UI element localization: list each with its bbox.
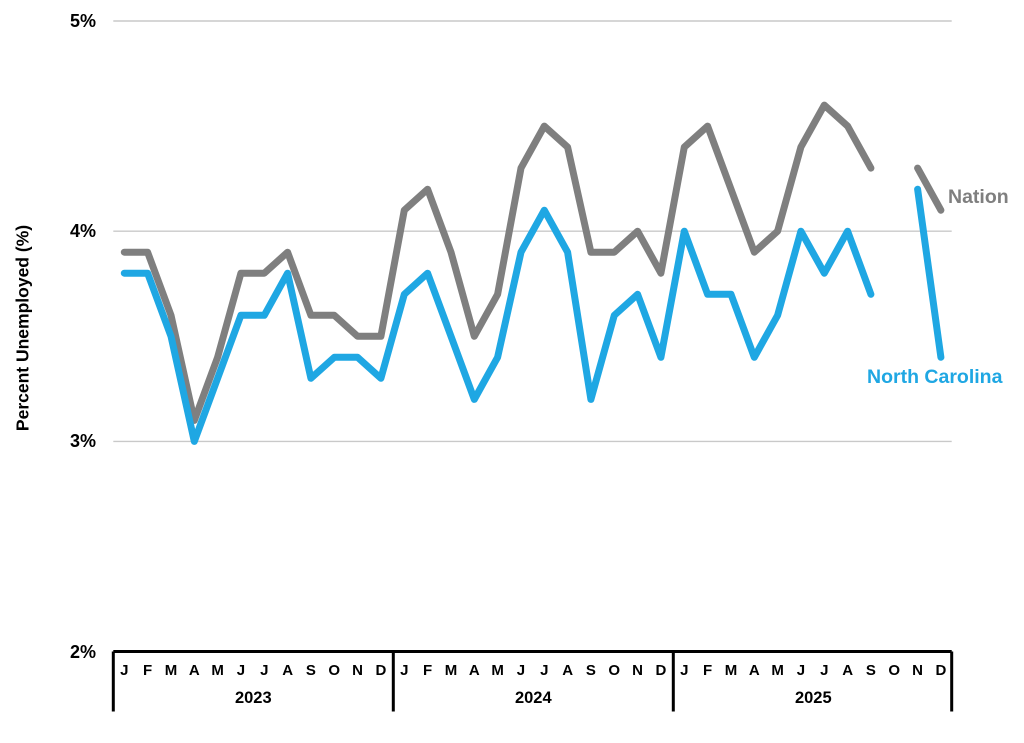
x-axis-month-letter: N [632,662,644,679]
y-tick-3pct: 3% [69,431,96,452]
x-axis-month-letter: A [188,662,200,679]
year-label-2024: 2024 [514,689,552,707]
x-axis-month-letter: D [375,662,387,679]
series-label-nation: Nation [948,186,1009,208]
x-axis-month-letter: D [935,662,947,679]
north-carolina-line [120,185,945,445]
x-axis-month-letter: O [328,662,341,679]
x-axis-month-letter: M [444,662,458,679]
x-axis-month-letter: A [842,662,854,679]
x-axis-month-letter: S [305,662,316,679]
year-label-2023: 2023 [234,689,272,707]
x-axis-month-letter: N [912,662,924,679]
x-axis-month-letter: J [120,662,129,679]
x-axis-month-letter: A [468,662,480,679]
x-axis-month-letter: O [888,662,901,679]
x-axis-month-letter: A [282,662,294,679]
x-axis-month-letter: J [236,662,246,679]
x-axis-month-letter: J [516,662,526,679]
x-axis-month-letter: S [865,662,876,679]
x-axis-month-letter: F [143,662,153,679]
y-axis-title: Percent Unemployed (%) [12,224,33,432]
x-axis-month-letter: M [164,662,178,679]
x-axis-month-letter: M [491,662,504,679]
x-axis-month-letter: F [423,662,433,679]
x-axis-month-letter: J [400,662,409,679]
x-axis-month-letter: M [771,662,784,679]
y-tick-2pct: 2% [69,641,96,662]
year-label-2025: 2025 [794,689,832,707]
x-axis-month-letter: J [820,662,829,679]
x-axis-month-letter: J [796,662,806,679]
x-axis-month-letter: A [562,662,574,679]
x-axis-month-letter: M [211,662,224,679]
x-axis-month-letter: D [655,662,667,679]
x-axis-month-letter: J [540,662,549,679]
series-label-north-carolina: North Carolina [867,366,1003,388]
x-axis-month-letter: O [608,662,621,679]
x-axis-month-letter: J [260,662,269,679]
x-axis-month-letter: F [703,662,713,679]
x-axis-month-letter: S [585,662,596,679]
x-axis-frame [111,650,954,712]
x-axis-month-letter: A [748,662,760,679]
x-axis-month-letter: N [352,662,364,679]
x-axis-month-letter: J [680,662,689,679]
nation-line [120,101,945,424]
y-tick-4pct: 4% [69,221,96,242]
x-axis-month-letter: M [724,662,738,679]
y-tick-5pct: 5% [69,11,96,31]
